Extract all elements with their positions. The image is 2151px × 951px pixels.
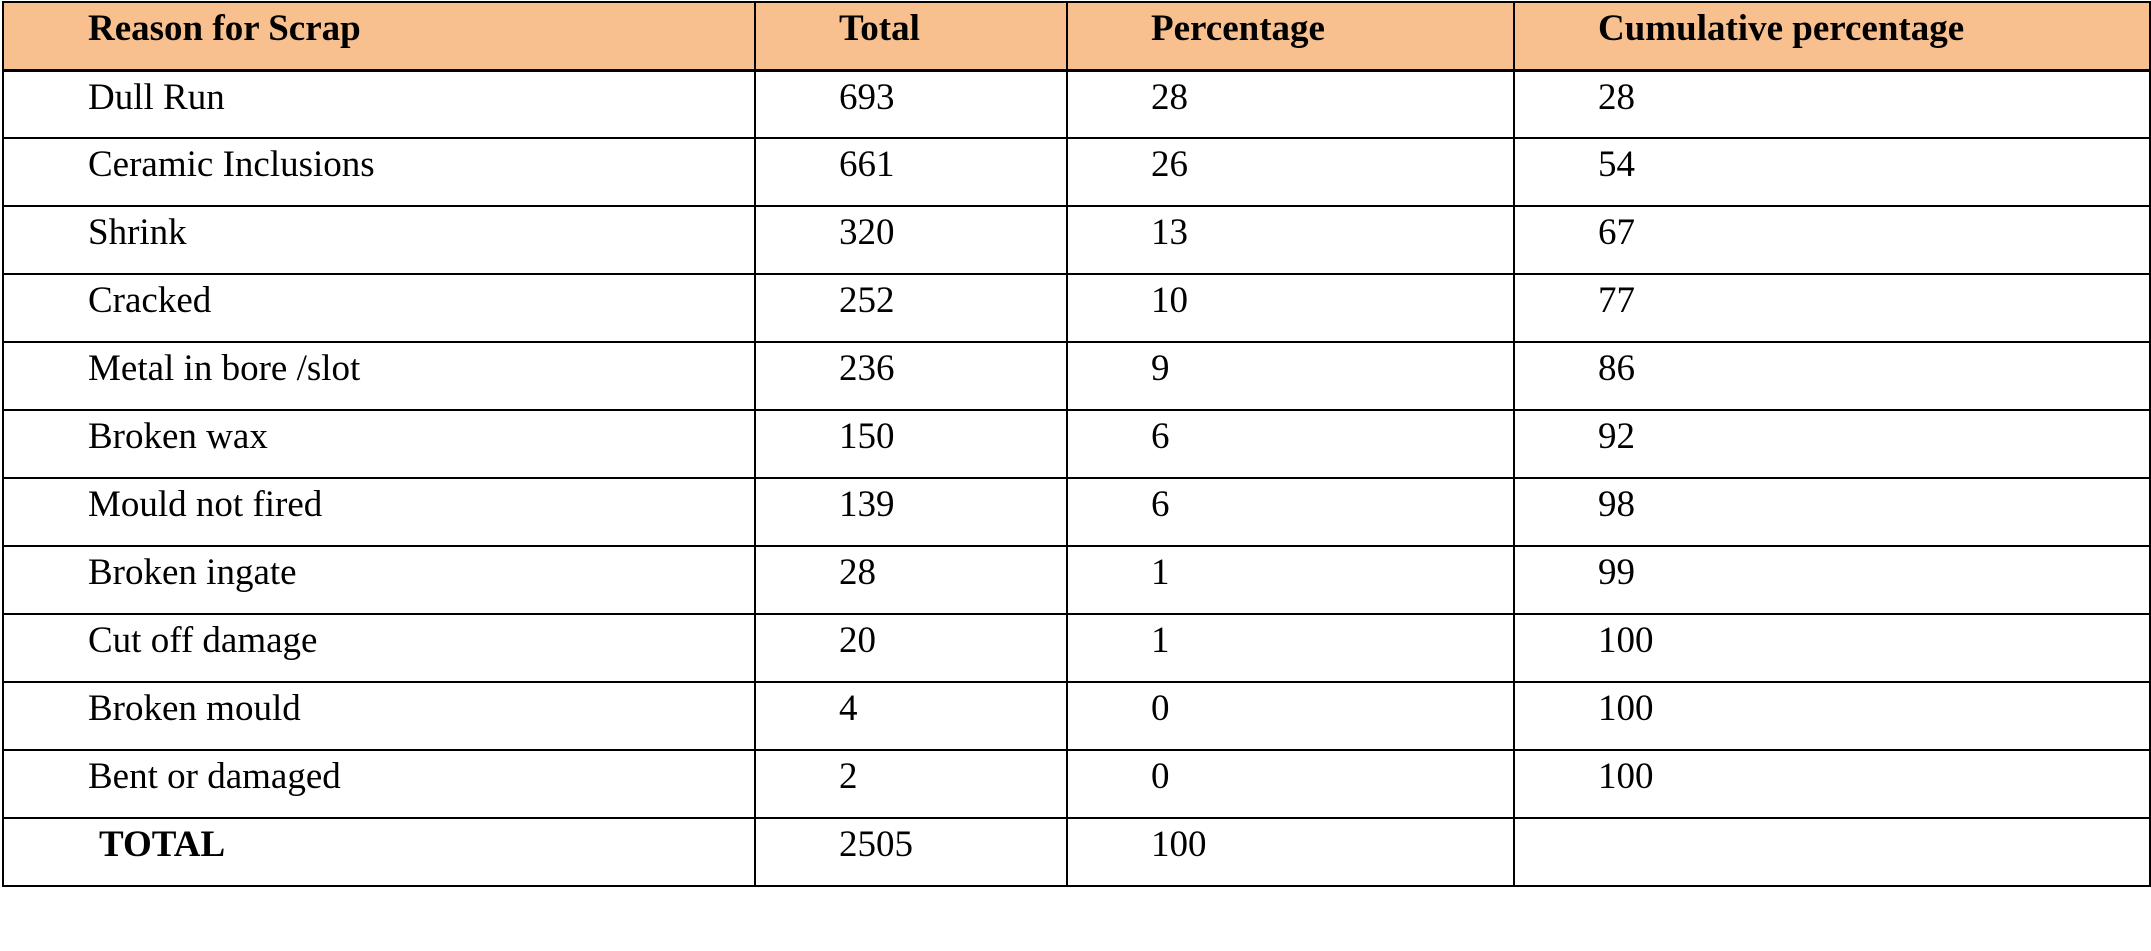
cell: 28 [754, 545, 1068, 615]
cell: Cracked [2, 273, 756, 343]
cell: 6 [1066, 409, 1515, 479]
cell: 20 [754, 613, 1068, 683]
cell: 13 [1066, 205, 1515, 275]
cell: 236 [754, 341, 1068, 411]
cell: 86 [1513, 341, 2151, 411]
cell: Ceramic Inclusions [2, 137, 756, 207]
cell: Cut off damage [2, 613, 756, 683]
header-cell: Reason for Scrap [2, 1, 756, 72]
data-row: Shrink 320 13 67 [2, 205, 2151, 275]
cell: 661 [754, 137, 1068, 207]
cell: 10 [1066, 273, 1515, 343]
data-row: Broken mould 4 0 100 [2, 681, 2151, 751]
cell: 28 [1066, 69, 1515, 139]
cell: 67 [1513, 205, 2151, 275]
data-row: Ceramic Inclusions 661 26 54 [2, 137, 2151, 207]
cell: Broken ingate [2, 545, 756, 615]
data-row: Metal in bore /slot 236 9 86 [2, 341, 2151, 411]
cell: 28 [1513, 69, 2151, 139]
total-cell: 2505 [754, 817, 1068, 887]
cell: 150 [754, 409, 1068, 479]
cell: Mould not fired [2, 477, 756, 547]
cell: 100 [1513, 749, 2151, 819]
cell: 98 [1513, 477, 2151, 547]
cell: 0 [1066, 681, 1515, 751]
header-cell: Total [754, 1, 1068, 72]
total-cell: TOTAL [2, 817, 756, 887]
scrap-table: Reason for Scrap Total Percentage Cumulativ… [2, 1, 2151, 887]
data-row: Mould not fired 139 6 98 [2, 477, 2151, 547]
cell: 4 [754, 681, 1068, 751]
data-row: Broken ingate 28 1 99 [2, 545, 2151, 615]
total-cell: 100 [1066, 817, 1515, 887]
cell: 1 [1066, 545, 1515, 615]
cell: 2 [754, 749, 1068, 819]
header-cell: Percentage [1066, 1, 1515, 72]
cell: Bent or damaged [2, 749, 756, 819]
cell: 693 [754, 69, 1068, 139]
cell: 139 [754, 477, 1068, 547]
cell: 26 [1066, 137, 1515, 207]
cell: 0 [1066, 749, 1515, 819]
empty-cell [1513, 817, 2151, 887]
header-cell: Cumulative percentage [1513, 1, 2151, 72]
cell: 6 [1066, 477, 1515, 547]
table-body: Reason for Scrap Total Percentage Cumulativ… [2, 1, 2151, 887]
cell: 9 [1066, 341, 1515, 411]
cell: 99 [1513, 545, 2151, 615]
cell: 77 [1513, 273, 2151, 343]
cell: 320 [754, 205, 1068, 275]
data-row: Cut off damage 20 1 100 [2, 613, 2151, 683]
header-row: Reason for Scrap Total Percentage Cumulativ… [2, 1, 2151, 72]
data-row: Bent or damaged 2 0 100 [2, 749, 2151, 819]
cell: Dull Run [2, 69, 756, 139]
cell: 100 [1513, 613, 2151, 683]
cell: Broken wax [2, 409, 756, 479]
data-row: Broken wax 150 6 92 [2, 409, 2151, 479]
cell: 1 [1066, 613, 1515, 683]
cell: 92 [1513, 409, 2151, 479]
total-row: TOTAL 2505 100 [2, 817, 2151, 887]
cell: 252 [754, 273, 1068, 343]
data-row: Cracked 252 10 77 [2, 273, 2151, 343]
cell: Metal in bore /slot [2, 341, 756, 411]
cell: 54 [1513, 137, 2151, 207]
data-row: Dull Run 693 28 28 [2, 69, 2151, 139]
cell: 100 [1513, 681, 2151, 751]
cell: Shrink [2, 205, 756, 275]
cell: Broken mould [2, 681, 756, 751]
